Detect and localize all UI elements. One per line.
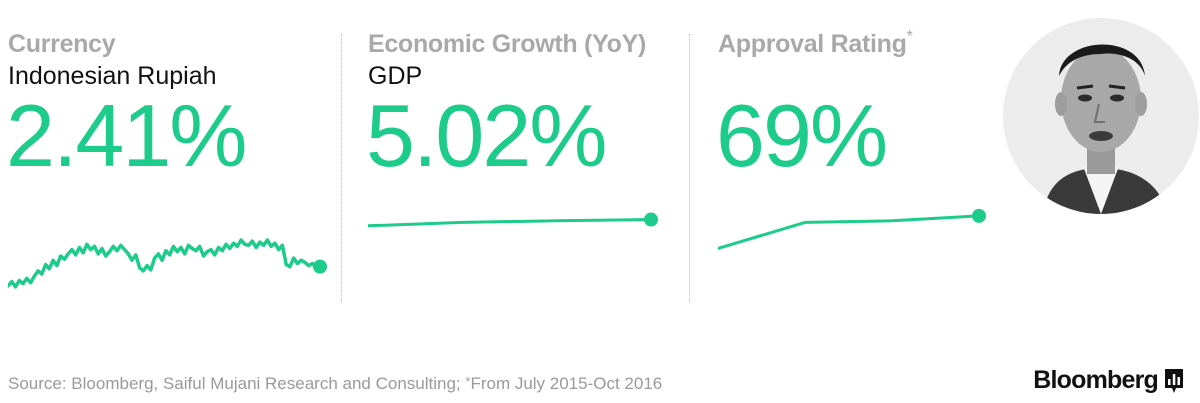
gdp-value: 5.02% (366, 86, 608, 185)
gdp-series-line (368, 218, 653, 228)
source-text: Source: Bloomberg, Saiful Mujani Researc… (8, 374, 461, 393)
approval-series-line (718, 214, 981, 250)
divider-2 (689, 34, 690, 302)
approval-title-text: Approval Rating (718, 30, 907, 58)
currency-panel: Currency Indonesian Rupiah 2.41% (6, 0, 328, 310)
gdp-panel: Economic Growth (YoY) GDP 5.02% (366, 0, 668, 310)
divider-1 (341, 34, 342, 302)
gdp-last-point (644, 212, 658, 227)
approval-panel: Approval Rating* 69% (716, 0, 998, 310)
gdp-subtitle: GDP (368, 62, 423, 90)
currency-sparkline (8, 238, 327, 289)
approval-value: 69% (716, 86, 888, 185)
approval-title-mark: * (906, 28, 913, 45)
bloomberg-chart-icon (1165, 368, 1183, 393)
source-note: Source: Bloomberg, Saiful Mujani Researc… (8, 374, 662, 394)
currency-value: 2.41% (6, 86, 248, 185)
currency-series-line (8, 238, 322, 289)
approval-sparkline (718, 208, 986, 250)
approval-last-point (972, 208, 986, 223)
source-note-mark: * (465, 374, 471, 389)
bloomberg-logo: Bloomberg (1033, 366, 1184, 395)
bloomberg-wordmark: Bloomberg (1033, 366, 1159, 394)
currency-subtitle: Indonesian Rupiah (8, 62, 217, 90)
source-date-range: From July 2015-Oct 2016 (470, 374, 663, 393)
portrait-image (1003, 18, 1199, 214)
approval-title: Approval Rating* (718, 28, 913, 59)
currency-last-point (313, 259, 327, 274)
gdp-title: Economic Growth (YoY) (368, 30, 646, 58)
gdp-sparkline (368, 212, 658, 228)
currency-title: Currency (8, 30, 116, 58)
